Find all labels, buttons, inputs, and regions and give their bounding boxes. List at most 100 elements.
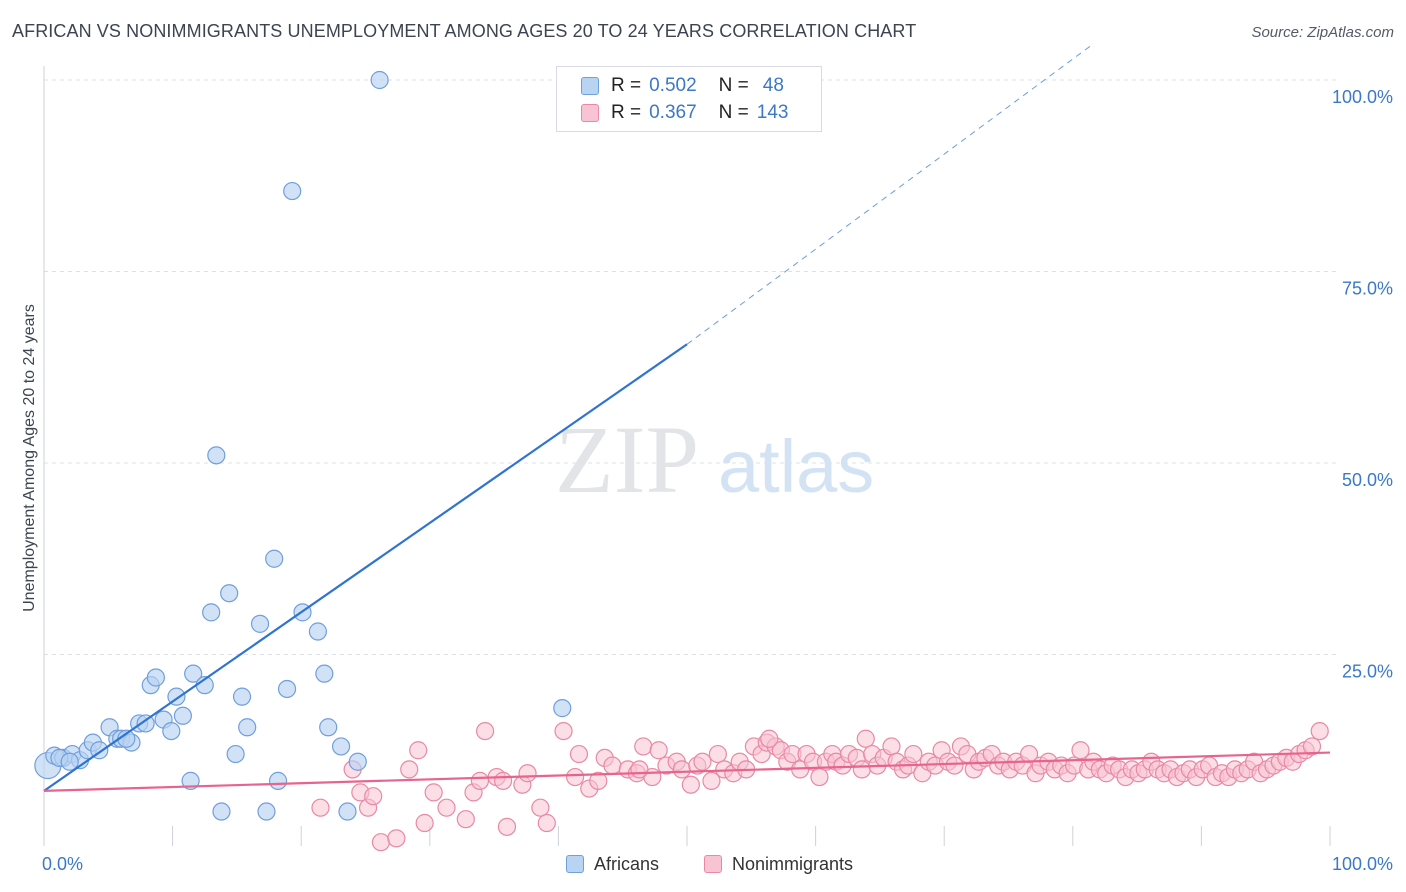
nonimmigrants-swatch — [581, 104, 599, 122]
africans-point — [238, 718, 257, 737]
nonimmigrants-point — [311, 798, 330, 817]
africans-point — [348, 752, 367, 771]
africans-point — [220, 584, 239, 603]
nonimmigrants-point — [904, 744, 923, 764]
x-tick-label-max: 100.0% — [1332, 854, 1393, 874]
source-label: Source: ZipAtlas.com — [1251, 24, 1394, 41]
africans-point — [212, 802, 231, 821]
y-tick-label: 25.0% — [1342, 662, 1393, 682]
nonimmigrants-points — [311, 721, 1329, 852]
africans-points — [34, 70, 572, 821]
africans-point — [308, 622, 328, 641]
nonimmigrants-r-label: R = — [611, 102, 642, 123]
bottom-legend-nonimmigrants[interactable]: Nonimmigrants — [704, 852, 853, 876]
africans-trend-line — [43, 343, 688, 792]
legend-row-africans: R = 0.502 N = 48 — [581, 74, 784, 98]
bottom-legend-africans[interactable]: Africans — [566, 852, 659, 876]
legend-row-nonimmigrants: R = 0.367 N = 143 — [581, 101, 788, 125]
nonimmigrants-point — [945, 756, 964, 775]
africans-n-label: N = — [718, 75, 749, 96]
nonimmigrants-point — [634, 737, 653, 756]
nonimmigrants-point — [693, 752, 712, 771]
x-tick-label-min: 0.0% — [42, 854, 83, 874]
nonimmigrants-point — [497, 817, 517, 836]
nonimmigrants-point — [387, 829, 406, 848]
nonimmigrants-n-value: 143 — [756, 102, 789, 123]
nonimmigrants-point — [531, 798, 550, 817]
africans-point — [181, 771, 200, 790]
nonimmigrants-point — [702, 771, 721, 790]
nonimmigrants-trend-line — [43, 751, 1331, 792]
nonimmigrants-point — [589, 771, 608, 790]
africans-point — [184, 664, 203, 683]
trend-lines — [43, 44, 1331, 792]
nonimmigrants-point — [681, 775, 700, 794]
africans-point — [257, 802, 276, 821]
nonimmigrants-point — [856, 729, 875, 748]
nonimmigrants-point — [409, 741, 428, 760]
africans-point — [250, 614, 270, 633]
axes — [43, 66, 1331, 846]
africans-point — [226, 744, 245, 764]
nonimmigrants-point — [630, 760, 649, 779]
africans-point — [173, 706, 192, 725]
africans-swatch — [581, 77, 599, 95]
africans-legend-swatch — [566, 855, 584, 873]
africans-point — [265, 549, 284, 568]
nonimmigrants-point — [1302, 737, 1322, 756]
nonimmigrants-point — [708, 744, 727, 764]
africans-point — [207, 446, 226, 465]
africans-point — [162, 721, 181, 741]
y-tick-label: 75.0% — [1342, 279, 1393, 299]
nonimmigrants-legend-swatch — [704, 855, 722, 873]
nonimmigrants-point — [1071, 741, 1090, 760]
africans-legend-label: Africans — [594, 853, 660, 874]
nonimmigrants-point — [852, 760, 871, 779]
nonimmigrants-point — [371, 833, 391, 852]
nonimmigrants-point — [400, 760, 419, 779]
nonimmigrants-point — [566, 767, 585, 787]
nonimmigrants-point — [810, 767, 829, 787]
nonimmigrants-point — [1310, 721, 1329, 741]
africans-point — [331, 737, 351, 756]
nonimmigrants-r-value: 0.367 — [649, 102, 697, 123]
watermark-atlas: atlas — [718, 425, 874, 508]
nonimmigrants-point — [518, 764, 537, 783]
nonimmigrants-point — [415, 813, 434, 833]
stats-legend: R = 0.502 N = 48 R = 0.367 N = 143 — [556, 66, 822, 132]
africans-r-label: R = — [611, 75, 642, 96]
africans-point — [136, 714, 155, 733]
nonimmigrants-point — [760, 729, 779, 748]
watermark-zip: ZIP — [555, 406, 699, 513]
africans-point — [202, 603, 221, 622]
nonimmigrants-point — [554, 721, 573, 741]
y-tick-label: 100.0% — [1332, 87, 1393, 107]
africans-point — [232, 687, 252, 706]
africans-point — [283, 181, 302, 201]
nonimmigrants-point — [537, 813, 556, 833]
nonimmigrants-point — [569, 744, 589, 764]
nonimmigrants-point — [649, 741, 668, 760]
nonimmigrants-point — [364, 787, 383, 806]
tick-labels: 25.0% 50.0% 75.0% 100.0% 0.0% 100.0% — [42, 87, 1393, 874]
africans-point — [60, 752, 79, 771]
africans-point — [146, 668, 165, 687]
nonimmigrants-point — [882, 737, 901, 756]
nonimmigrants-point — [603, 756, 622, 775]
africans-point — [370, 70, 389, 90]
nonimmigrants-point — [424, 783, 443, 802]
africans-point — [315, 664, 334, 683]
africans-trend-extension — [686, 44, 1093, 345]
nonimmigrants-n-label: N = — [718, 102, 749, 123]
gridlines — [44, 79, 1338, 655]
africans-r-value: 0.502 — [649, 75, 697, 96]
nonimmigrants-point — [494, 771, 513, 790]
chart-title: AFRICAN VS NONIMMIGRANTS UNEMPLOYMENT AM… — [12, 21, 917, 41]
africans-point — [268, 771, 288, 790]
y-tick-label: 50.0% — [1342, 470, 1393, 490]
africans-point — [338, 802, 357, 821]
africans-point — [319, 718, 338, 737]
nonimmigrants-point — [456, 810, 475, 829]
africans-point — [277, 679, 297, 699]
